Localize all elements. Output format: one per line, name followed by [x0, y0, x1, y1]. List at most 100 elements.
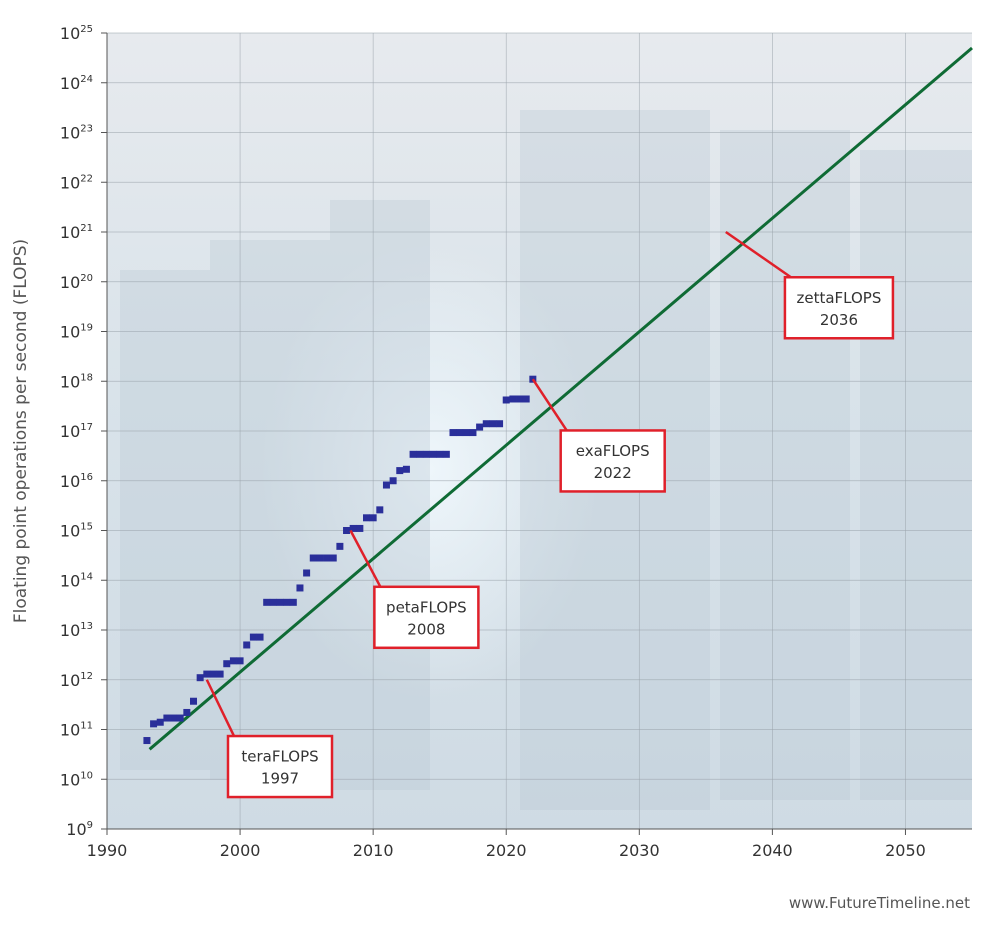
data-point	[436, 450, 444, 458]
axes: 1990 2000 2010 2020 2030 2040 2050 109 1010 1011 1…	[60, 24, 972, 860]
data-point	[316, 554, 324, 562]
data-point	[303, 569, 311, 577]
server-rack	[330, 200, 430, 790]
data-point	[449, 429, 457, 437]
data-point	[203, 670, 211, 678]
data-point	[190, 697, 197, 705]
data-point	[349, 524, 357, 532]
data-point	[369, 514, 377, 522]
annotation-box	[373, 585, 480, 650]
x-tick-label: 2050	[885, 841, 926, 860]
data-point	[396, 467, 404, 475]
data-point	[276, 598, 284, 606]
y-tick-label: 1015	[60, 522, 93, 541]
data-point	[176, 714, 184, 722]
data-point	[323, 554, 331, 562]
data-point	[402, 465, 410, 473]
source-credit: www.FutureTimeline.net	[788, 894, 970, 912]
data-point	[249, 633, 257, 641]
data-point	[150, 720, 158, 728]
data-point	[163, 714, 171, 722]
y-tick-label: 1023	[60, 124, 93, 143]
annotation-leader-line	[725, 230, 792, 279]
data-point	[223, 660, 231, 668]
data-point	[269, 598, 277, 606]
plot-background	[107, 33, 972, 829]
data-point	[469, 429, 477, 437]
annotation-year: 2008	[407, 620, 445, 638]
annotation-label: teraFLOPS	[241, 748, 318, 766]
y-tick-label: 109	[66, 820, 93, 839]
y-tick-label: 1010	[60, 770, 93, 789]
data-point	[389, 477, 397, 485]
background-glow	[260, 240, 600, 700]
y-axis-label: Floating point operations per second (FL…	[11, 239, 31, 623]
data-point	[343, 527, 351, 534]
y-tick-label: 1013	[60, 621, 93, 640]
data-point	[489, 420, 497, 428]
data-point	[429, 450, 437, 458]
trend-line	[148, 46, 973, 751]
data-point	[376, 506, 384, 514]
data-point	[196, 674, 204, 682]
data-point	[456, 429, 464, 437]
data-point	[522, 395, 530, 403]
data-point	[502, 396, 510, 404]
y-tick-label: 1025	[60, 24, 93, 43]
data-point	[336, 542, 344, 550]
data-point	[462, 429, 470, 437]
annotation-year: 2022	[594, 464, 632, 482]
data-point	[243, 641, 251, 649]
y-tick-label: 1012	[60, 671, 93, 690]
x-tick-label: 2030	[619, 841, 660, 860]
server-rack	[210, 240, 330, 780]
y-tick-label: 1024	[60, 74, 93, 93]
data-point	[363, 514, 370, 522]
server-rack	[120, 270, 210, 770]
data-point	[283, 598, 291, 606]
x-tick-label: 1990	[87, 841, 128, 860]
annotation-label: exaFLOPS	[576, 442, 650, 460]
data-point	[183, 708, 191, 716]
data-point	[516, 395, 524, 403]
x-tick-label: 2020	[486, 841, 527, 860]
data-point	[170, 714, 178, 722]
data-point	[156, 718, 164, 726]
flops-chart: 1990 2000 2010 2020 2030 2040 2050 109 1010 1011 1…	[11, 24, 973, 860]
data-point	[496, 420, 504, 428]
y-tick-label: 1011	[60, 721, 93, 740]
annotation-box	[226, 734, 334, 799]
data-point	[422, 450, 430, 458]
annotation-year: 2036	[820, 311, 858, 329]
annotation-box	[783, 276, 895, 340]
annotation-leader-line	[531, 378, 568, 432]
data-point	[229, 657, 237, 665]
y-tick-label: 1018	[60, 372, 93, 391]
data-point	[409, 450, 417, 458]
y-tick-label: 1021	[60, 223, 93, 242]
data-point	[296, 584, 304, 592]
data-point	[236, 657, 244, 665]
data-point	[143, 737, 151, 745]
data-point	[256, 633, 264, 641]
y-tick-label: 1019	[60, 323, 93, 342]
data-point	[309, 554, 317, 562]
data-point	[442, 450, 450, 458]
x-tick-label: 2000	[220, 841, 261, 860]
data-point	[416, 450, 424, 458]
data-point	[476, 423, 484, 431]
data-point	[329, 554, 337, 562]
y-tick-label: 1022	[60, 173, 93, 192]
series-layer	[143, 46, 973, 751]
x-tick-label: 2010	[353, 841, 394, 860]
server-rack	[860, 150, 972, 800]
data-point	[356, 524, 364, 532]
y-tick-label: 1016	[60, 472, 93, 491]
data-point	[382, 481, 390, 489]
annotation-leader-line	[205, 679, 236, 737]
annotations-layer: teraFLOPS 1997 petaFLOPS 2008 exaFLOPS 2022 ze…	[205, 230, 895, 799]
annotation-label: zettaFLOPS	[796, 289, 881, 307]
data-point	[209, 670, 217, 678]
y-tick-label: 1014	[60, 571, 93, 590]
annotation-year: 1997	[261, 770, 299, 788]
